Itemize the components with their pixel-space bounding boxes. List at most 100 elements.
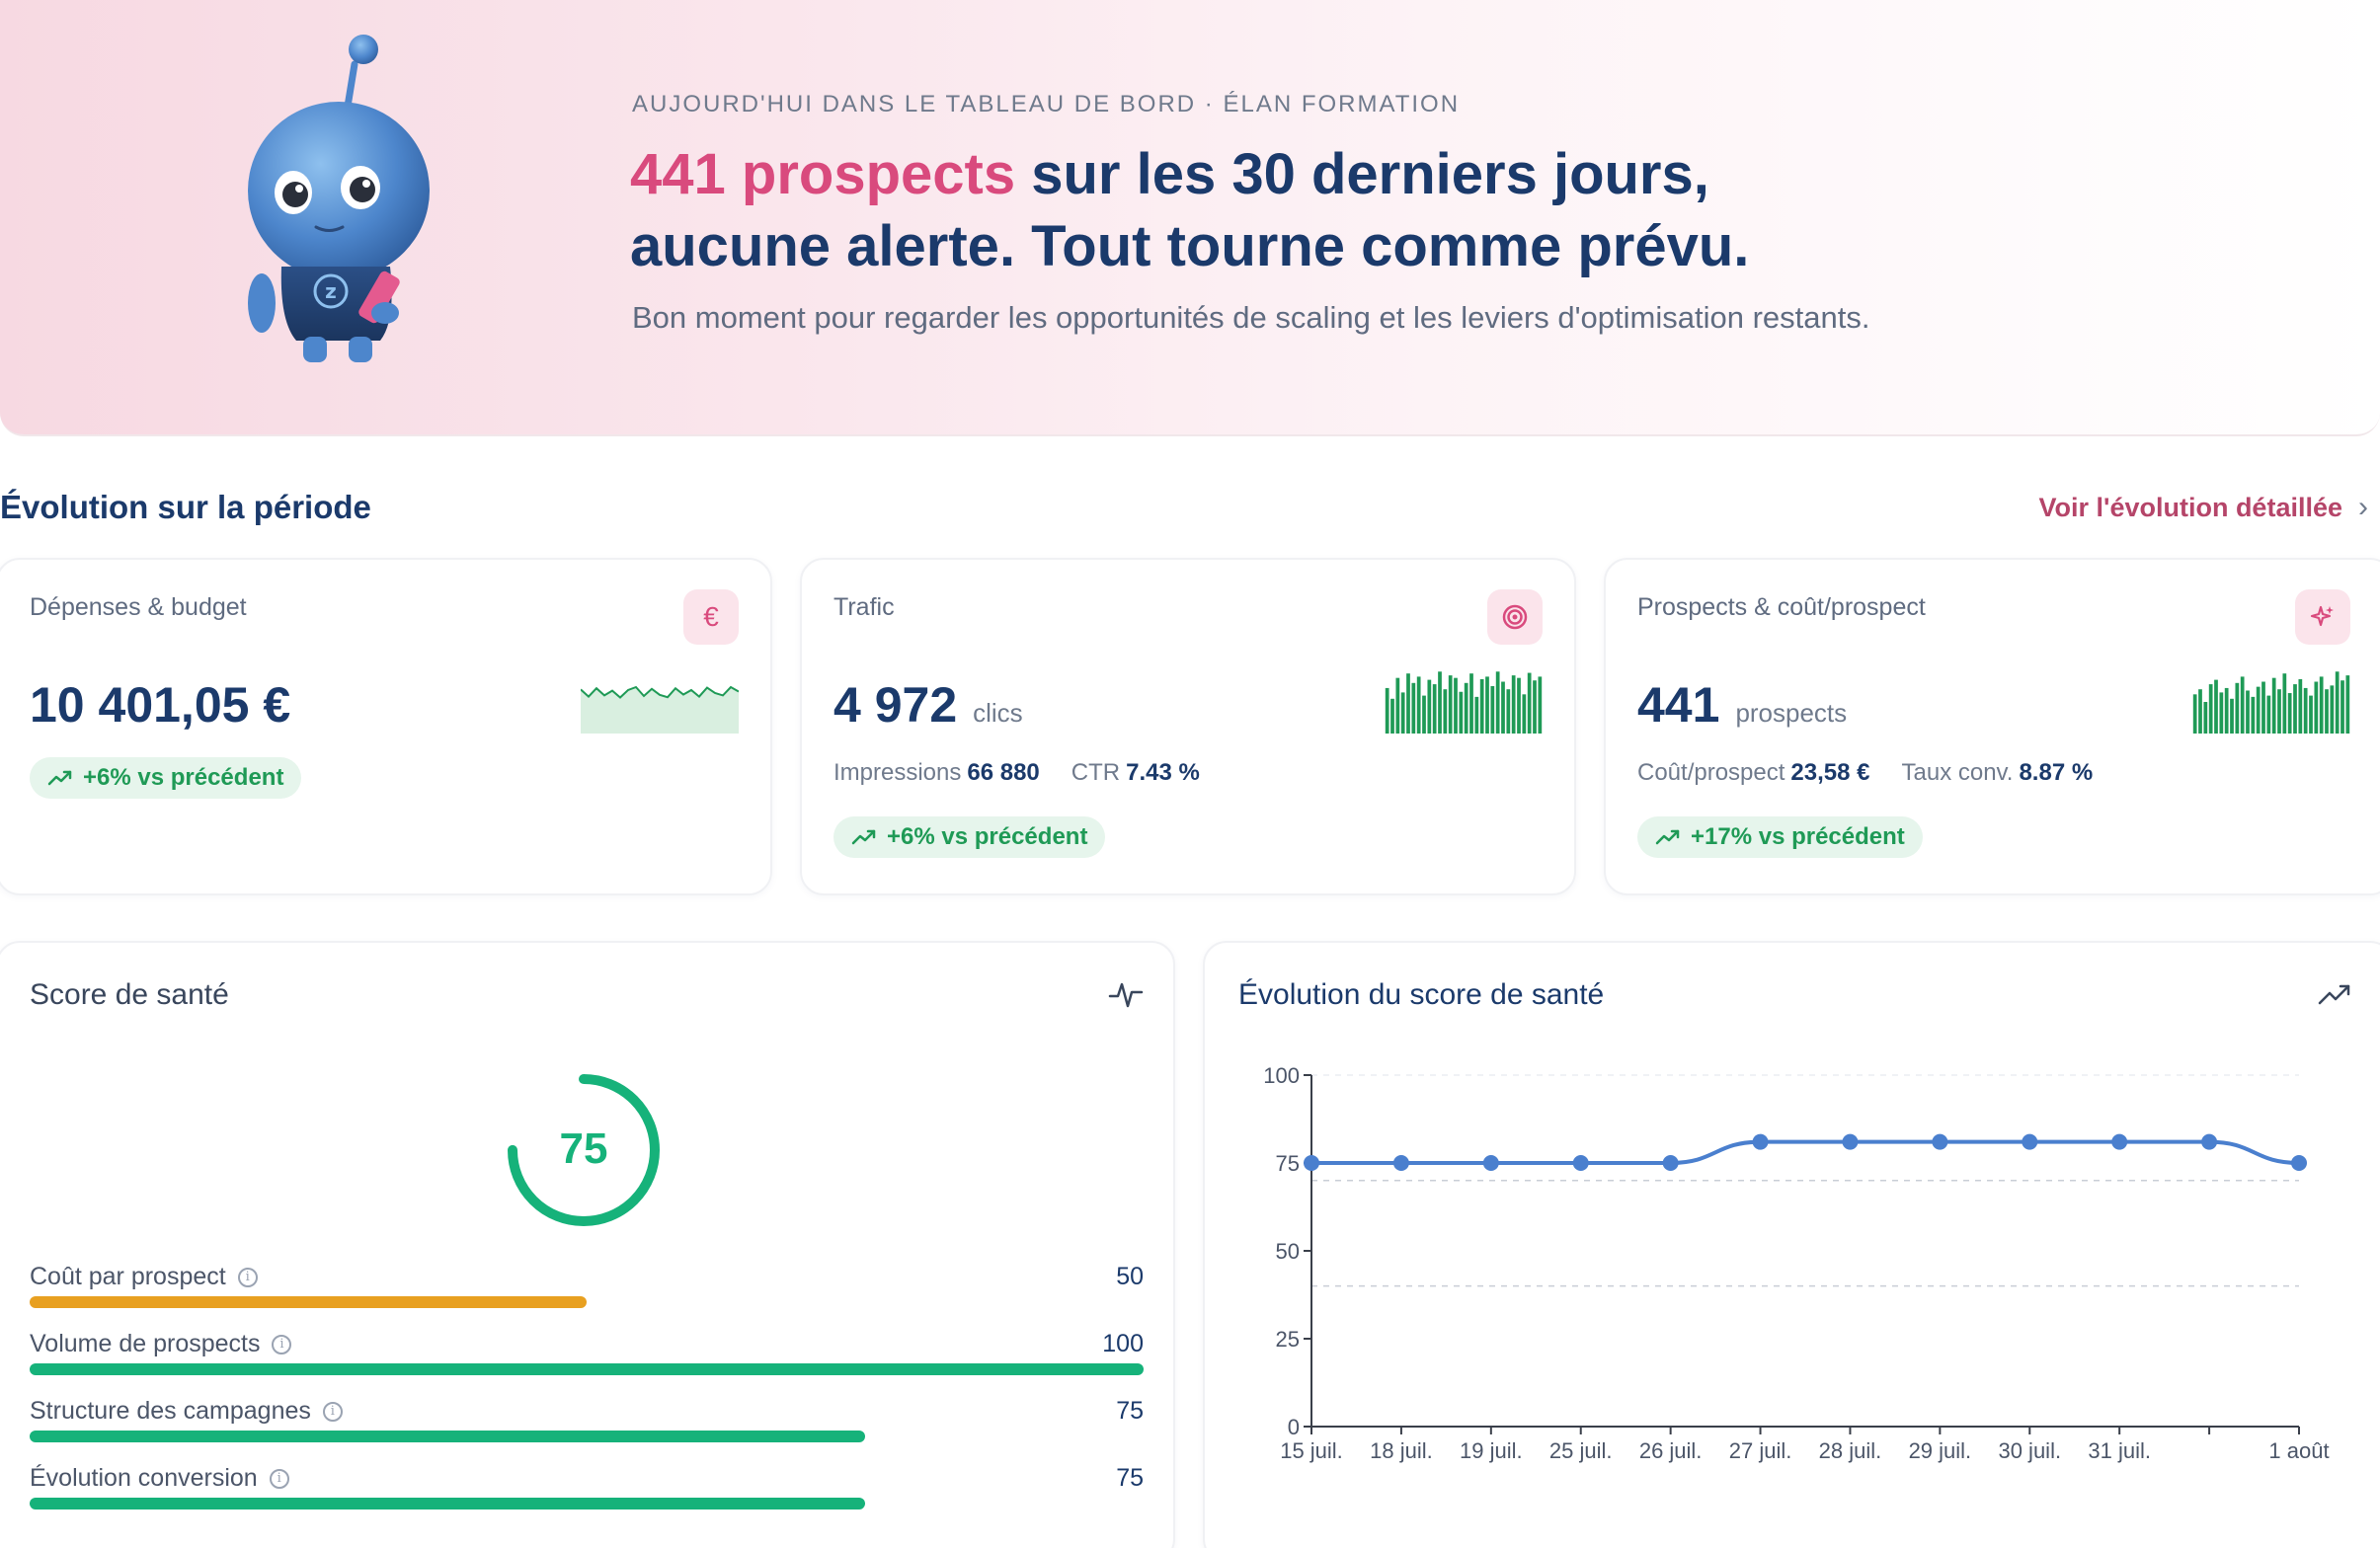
- hero-subtitle: Bon moment pour regarder les opportunité…: [632, 300, 1870, 335]
- score-item-value: 100: [1102, 1330, 1144, 1357]
- spark-bar: [1406, 673, 1410, 734]
- delta-text: +6% vs précédent: [887, 823, 1088, 850]
- score-item-fill: [30, 1296, 587, 1308]
- delta-badge: +6% vs précédent: [30, 757, 302, 799]
- hero-headline-accent: 441 prospects: [630, 142, 1016, 206]
- spark-bar: [1448, 675, 1453, 734]
- info-icon[interactable]: i: [237, 1267, 258, 1287]
- spark-bar: [2256, 686, 2261, 734]
- hero-headline-line1: sur les 30 derniers jours,: [1015, 142, 1709, 206]
- spark-bar: [2325, 689, 2329, 734]
- score-item-track: [30, 1296, 1144, 1308]
- info-icon[interactable]: i: [269, 1468, 289, 1489]
- info-icon[interactable]: i: [272, 1334, 292, 1354]
- spark-bar: [1422, 695, 1426, 734]
- data-point[interactable]: [1392, 1155, 1409, 1171]
- delta-text: +17% vs précédent: [1691, 823, 1905, 850]
- meta-label: Taux conv.: [1901, 759, 2014, 786]
- spark-bar: [2319, 676, 2324, 734]
- series-line: [1310, 1139, 2300, 1165]
- svg-text:z: z: [325, 279, 337, 303]
- kpi-card-prospects[interactable]: Prospects & coût/prospect 441 prospects …: [1604, 558, 2380, 895]
- x-tick-label: 29 juil.: [1909, 1438, 1972, 1463]
- data-point[interactable]: [1482, 1155, 1499, 1171]
- data-point[interactable]: [1932, 1133, 1948, 1150]
- data-point[interactable]: [1304, 1155, 1319, 1171]
- target-icon: [1487, 589, 1543, 645]
- section-title: Évolution sur la période: [0, 489, 371, 525]
- sparkline-line: [581, 685, 739, 699]
- data-point[interactable]: [1842, 1133, 1859, 1150]
- spark-bar: [1538, 676, 1543, 734]
- spark-bar: [1469, 673, 1473, 734]
- spark-bar: [1495, 671, 1500, 734]
- spark-bar: [1464, 682, 1468, 734]
- score-item-fill: [30, 1498, 865, 1509]
- euro-icon: €: [683, 589, 739, 645]
- data-point[interactable]: [1572, 1155, 1589, 1171]
- data-point[interactable]: [2022, 1133, 2038, 1150]
- spark-bar: [1427, 679, 1432, 734]
- spark-bar: [2266, 695, 2271, 734]
- health-evolution-chart: 0 25 50 75 100 15 juil. 18 juil. 19 juil. 25 jui…: [1263, 1063, 2329, 1463]
- spark-bar: [1501, 681, 1505, 734]
- y-tick-label: 25: [1276, 1327, 1300, 1352]
- kpi-meta-item: Impressions 66 880: [833, 759, 1040, 787]
- x-tick-label: 18 juil.: [1370, 1438, 1433, 1463]
- meta-label: CTR: [1071, 759, 1121, 786]
- gauge-arc: [508, 1074, 660, 1226]
- spark-bar: [1474, 696, 1479, 734]
- x-tick-label: 25 juil.: [1549, 1438, 1613, 1463]
- meta-value: 23,58 €: [1790, 759, 1870, 786]
- score-item-value: 50: [1116, 1263, 1144, 1290]
- meta-label: Coût/prospect: [1637, 759, 1785, 786]
- data-point[interactable]: [2291, 1155, 2307, 1171]
- hero-banner: z AUJOURD'HUI DANS LE TABLEAU DE BORD · …: [0, 0, 2380, 436]
- spark-bar: [1479, 678, 1484, 734]
- data-point[interactable]: [2201, 1133, 2218, 1150]
- spark-bar: [1511, 675, 1516, 734]
- spark-bar: [1533, 680, 1537, 734]
- score-item-conversion-evolution: Évolution conversion i 75: [30, 1464, 1144, 1509]
- score-item-label: Coût par prospect: [30, 1263, 226, 1290]
- kpi-meta-item: Taux conv. 8.87 %: [1902, 759, 2094, 787]
- spark-bar: [2293, 684, 2297, 734]
- detailed-evolution-link-label: Voir l'évolution détaillée: [2038, 492, 2342, 522]
- kpi-card-traffic[interactable]: Trafic 4 972 clics Impressions 66 880 CTR…: [800, 558, 1576, 895]
- sparkle-icon: [2295, 589, 2350, 645]
- score-item-fill: [30, 1431, 865, 1442]
- health-score-card: Score de santé 75 Coût par prospect i 50 …: [0, 941, 1175, 1548]
- spark-bar: [2203, 702, 2208, 734]
- hero-eyebrow: AUJOURD'HUI DANS LE TABLEAU DE BORD · ÉL…: [632, 91, 1461, 117]
- delta-text: +6% vs précédent: [83, 764, 284, 791]
- mascot-illustration: z: [248, 35, 430, 362]
- data-point[interactable]: [1752, 1133, 1769, 1150]
- info-icon[interactable]: i: [322, 1401, 343, 1422]
- spark-bar: [2208, 684, 2213, 734]
- data-point[interactable]: [1662, 1155, 1679, 1171]
- spark-bar: [1490, 686, 1495, 734]
- spark-bar: [2345, 675, 2350, 734]
- spark-bar: [2192, 694, 2197, 734]
- data-point[interactable]: [2111, 1133, 2128, 1150]
- x-tick-label: 27 juil.: [1729, 1438, 1792, 1463]
- kpi-card-spend[interactable]: Dépenses & budget € 10 401,05 € +6% vs p…: [0, 558, 772, 895]
- kpi-unit: clics: [973, 698, 1023, 728]
- health-score-gauge: 75: [508, 1074, 660, 1226]
- kpi-meta: Impressions 66 880 CTR 7.43 %: [833, 759, 1200, 787]
- meta-value: 8.87 %: [2019, 759, 2094, 786]
- score-item-cost-per-prospect: Coût par prospect i 50: [30, 1263, 1144, 1308]
- score-item-label: Volume de prospects: [30, 1330, 261, 1357]
- traffic-sparkbars: [1385, 671, 1543, 734]
- trend-up-icon: [2318, 984, 2350, 1005]
- kpi-value-number: 4 972: [833, 677, 958, 733]
- spark-bar: [1517, 677, 1521, 734]
- spark-bar: [2219, 692, 2224, 734]
- y-tick-label: 100: [1263, 1063, 1300, 1088]
- spark-bar: [2251, 696, 2256, 734]
- meta-value: 66 880: [967, 759, 1040, 786]
- detailed-evolution-link[interactable]: Voir l'évolution détaillée ›: [2039, 491, 2368, 524]
- spark-bar: [1400, 692, 1405, 734]
- trend-up-icon: [47, 770, 72, 786]
- score-item-label-wrap: Évolution conversion i: [30, 1464, 1144, 1493]
